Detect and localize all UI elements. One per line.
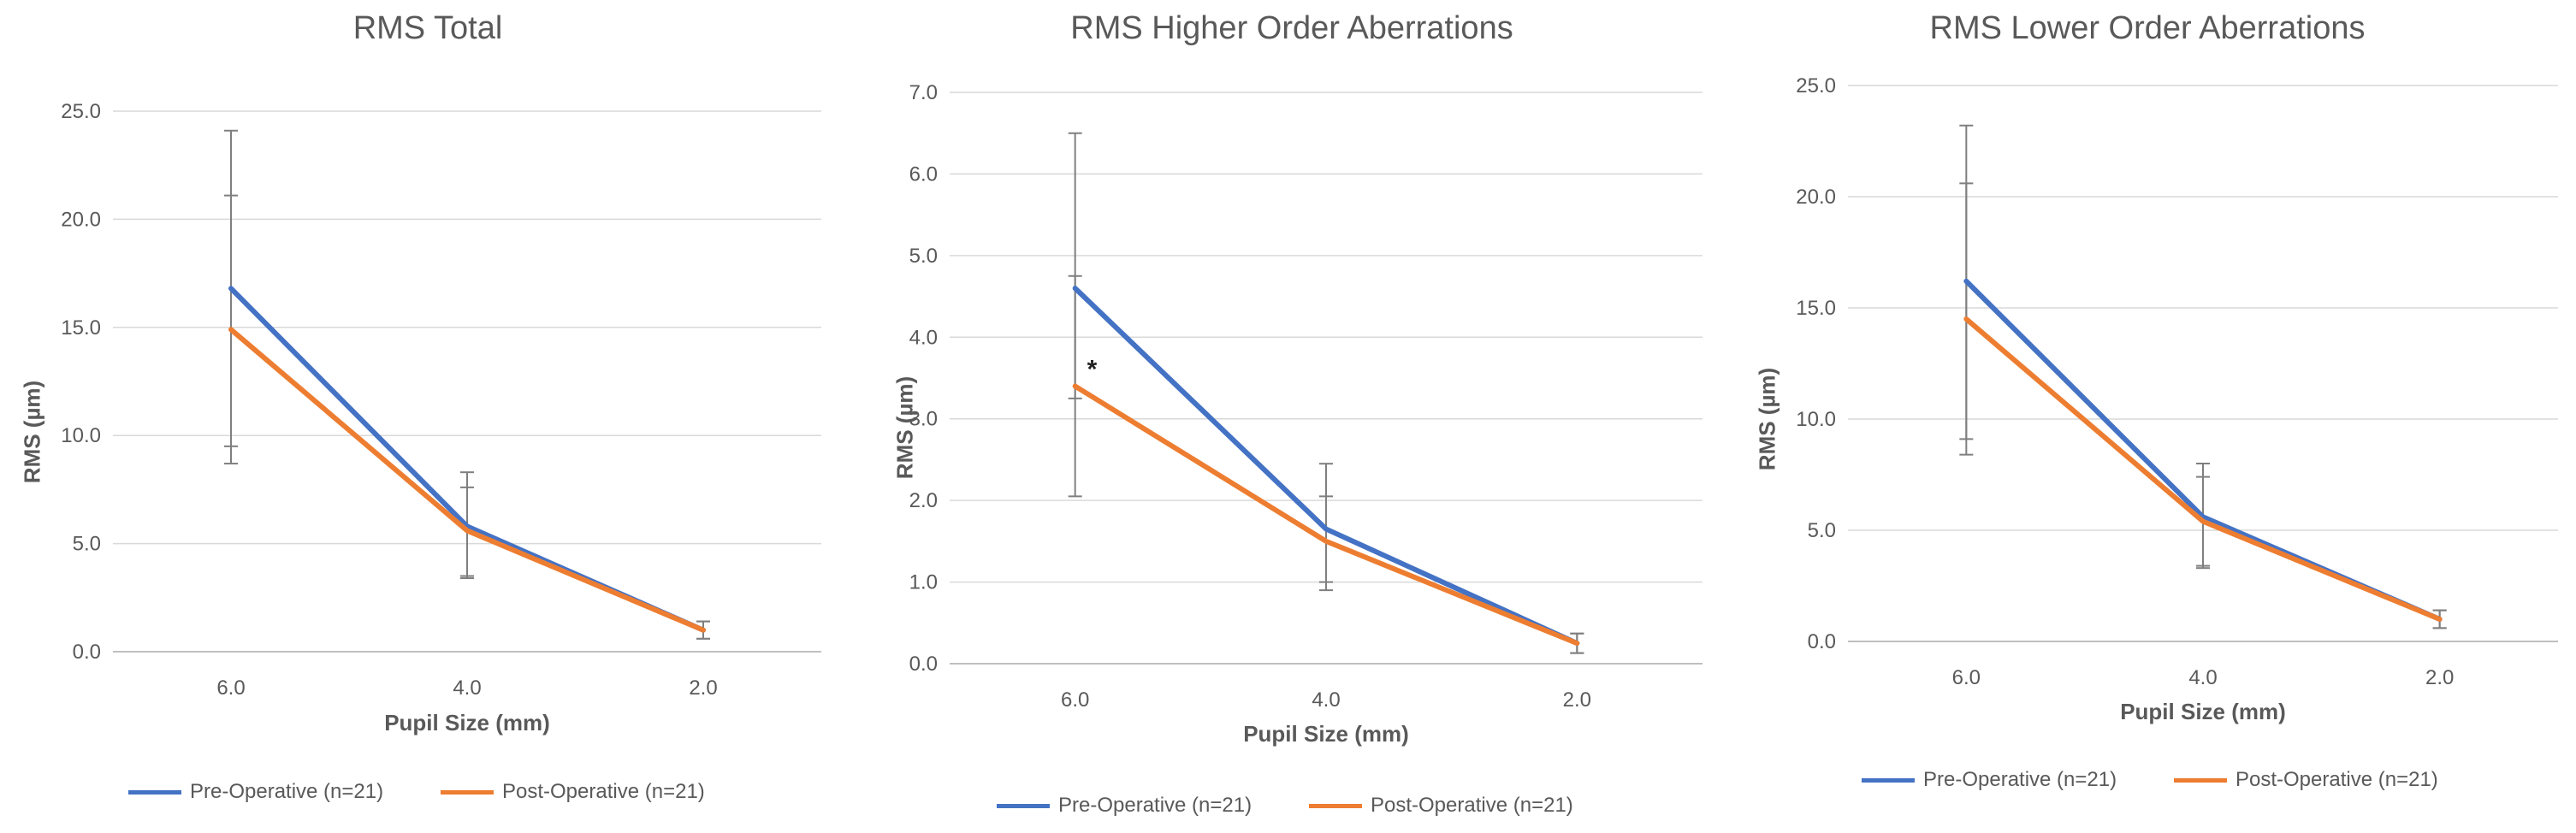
x-tick-label: 2.0: [689, 676, 717, 700]
x-axis-label: Pupil Size (mm): [384, 710, 550, 736]
legend-swatch-post: [441, 789, 494, 795]
y-axis-label: RMS (µm): [891, 375, 918, 480]
chart-rms-lower-order: RMS Lower Order Aberrations 0.0 5.0 10.0 15…: [1720, 0, 2575, 833]
legend-item-pre: Pre-Operative (n=21): [1862, 768, 2117, 792]
y-tick-label: 0.0: [1808, 630, 1836, 653]
legend-swatch-pre: [997, 803, 1050, 808]
chart-title: RMS Lower Order Aberrations: [1929, 10, 2366, 46]
y-tick-label: 0.0: [73, 641, 101, 664]
chart-rms-total: RMS Total 0.0 5.0 10.0 15.0 20.0 25.0 6.0 4.0 2.…: [0, 0, 856, 833]
x-tick-label: 6.0: [1952, 666, 1981, 689]
significance-marker: *: [1087, 356, 1098, 384]
chart-title: RMS Higher Order Aberrations: [1070, 10, 1513, 46]
y-tick-label: 5.0: [1808, 519, 1836, 542]
y-tick-label: 4.0: [909, 326, 938, 349]
legend-label-pre: Pre-Operative (n=21): [1923, 768, 2117, 791]
y-tick-label: 5.0: [73, 533, 101, 556]
y-tick-label: 3.0: [909, 408, 938, 431]
y-tick-label: 10.0: [1796, 408, 1836, 431]
x-tick-label: 6.0: [1061, 688, 1089, 712]
legend-label-pre: Pre-Operative (n=21): [190, 780, 384, 803]
y-axis-label: RMS (µm): [1754, 367, 1780, 471]
y-tick-label: 20.0: [61, 208, 101, 231]
legend-label-post: Post-Operative (n=21): [502, 780, 705, 803]
y-tick-label: 7.0: [909, 81, 938, 104]
legend-swatch-post: [2174, 777, 2227, 783]
y-tick-label: 25.0: [61, 100, 101, 123]
x-tick-label: 4.0: [2188, 666, 2217, 689]
x-tick-label: 2.0: [2425, 666, 2454, 689]
y-axis-label: RMS (µm): [19, 380, 45, 484]
x-tick-label: 6.0: [216, 676, 245, 700]
plot-area: 0.0 5.0 10.0 15.0 20.0 25.0 6.0 4.0 2.0: [61, 100, 821, 700]
legend-item-post: Post-Operative (n=21): [2174, 768, 2438, 792]
legend-swatch-pre: [1862, 777, 1915, 783]
y-tick-label: 0.0: [909, 653, 938, 676]
plot-area: 0.0 5.0 10.0 15.0 20.0 25.0 6.0 4.0 2.0: [1796, 74, 2558, 689]
y-tick-label: 15.0: [1796, 297, 1836, 320]
x-tick-label: 2.0: [1563, 688, 1591, 712]
legend-item-post: Post-Operative (n=21): [441, 780, 705, 804]
x-tick-label: 4.0: [453, 676, 481, 700]
x-axis-label: Pupil Size (mm): [1243, 721, 1409, 747]
legend-label-post: Post-Operative (n=21): [1371, 794, 1573, 817]
y-tick-label: 25.0: [1796, 74, 1836, 97]
y-tick-label: 20.0: [1796, 186, 1836, 209]
y-tick-label: 15.0: [61, 316, 101, 340]
legend-item-pre: Pre-Operative (n=21): [997, 794, 1252, 818]
legend-label-pre: Pre-Operative (n=21): [1058, 794, 1252, 817]
legend-swatch-pre: [128, 789, 181, 795]
y-tick-label: 5.0: [909, 245, 938, 268]
x-tick-label: 4.0: [1312, 688, 1340, 712]
legend-label-post: Post-Operative (n=21): [2235, 768, 2438, 791]
legend-item-pre: Pre-Operative (n=21): [128, 780, 383, 804]
legend-item-post: Post-Operative (n=21): [1309, 794, 1573, 818]
chart-rms-higher-order: RMS Higher Order Aberrations 0.0 1.0 2.0 3.…: [864, 0, 1720, 833]
chart-title: RMS Total: [352, 10, 503, 46]
x-axis-label: Pupil Size (mm): [2120, 699, 2286, 724]
series-line-pre-operative: [1072, 286, 1580, 647]
y-tick-label: 6.0: [909, 162, 938, 186]
y-tick-label: 10.0: [61, 424, 101, 447]
series-line-post-operative: [1963, 316, 2443, 622]
plot-area: 0.0 1.0 2.0 3.0 4.0 5.0 6.0 7.0 6.0 4.0 2.0 *: [909, 81, 1703, 712]
y-tick-label: 2.0: [909, 489, 938, 512]
y-tick-label: 1.0: [909, 571, 938, 594]
legend-swatch-post: [1309, 803, 1362, 808]
series-line-post-operative: [228, 327, 706, 633]
series-line-post-operative: [1072, 383, 1580, 647]
